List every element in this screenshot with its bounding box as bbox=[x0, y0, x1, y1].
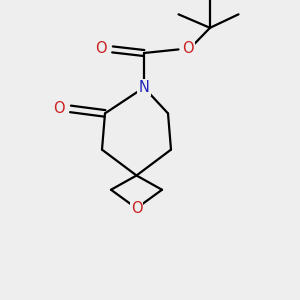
Text: O: O bbox=[131, 201, 142, 216]
Text: O: O bbox=[182, 41, 194, 56]
Text: O: O bbox=[53, 101, 65, 116]
Text: N: N bbox=[139, 80, 149, 95]
Text: O: O bbox=[95, 41, 107, 56]
